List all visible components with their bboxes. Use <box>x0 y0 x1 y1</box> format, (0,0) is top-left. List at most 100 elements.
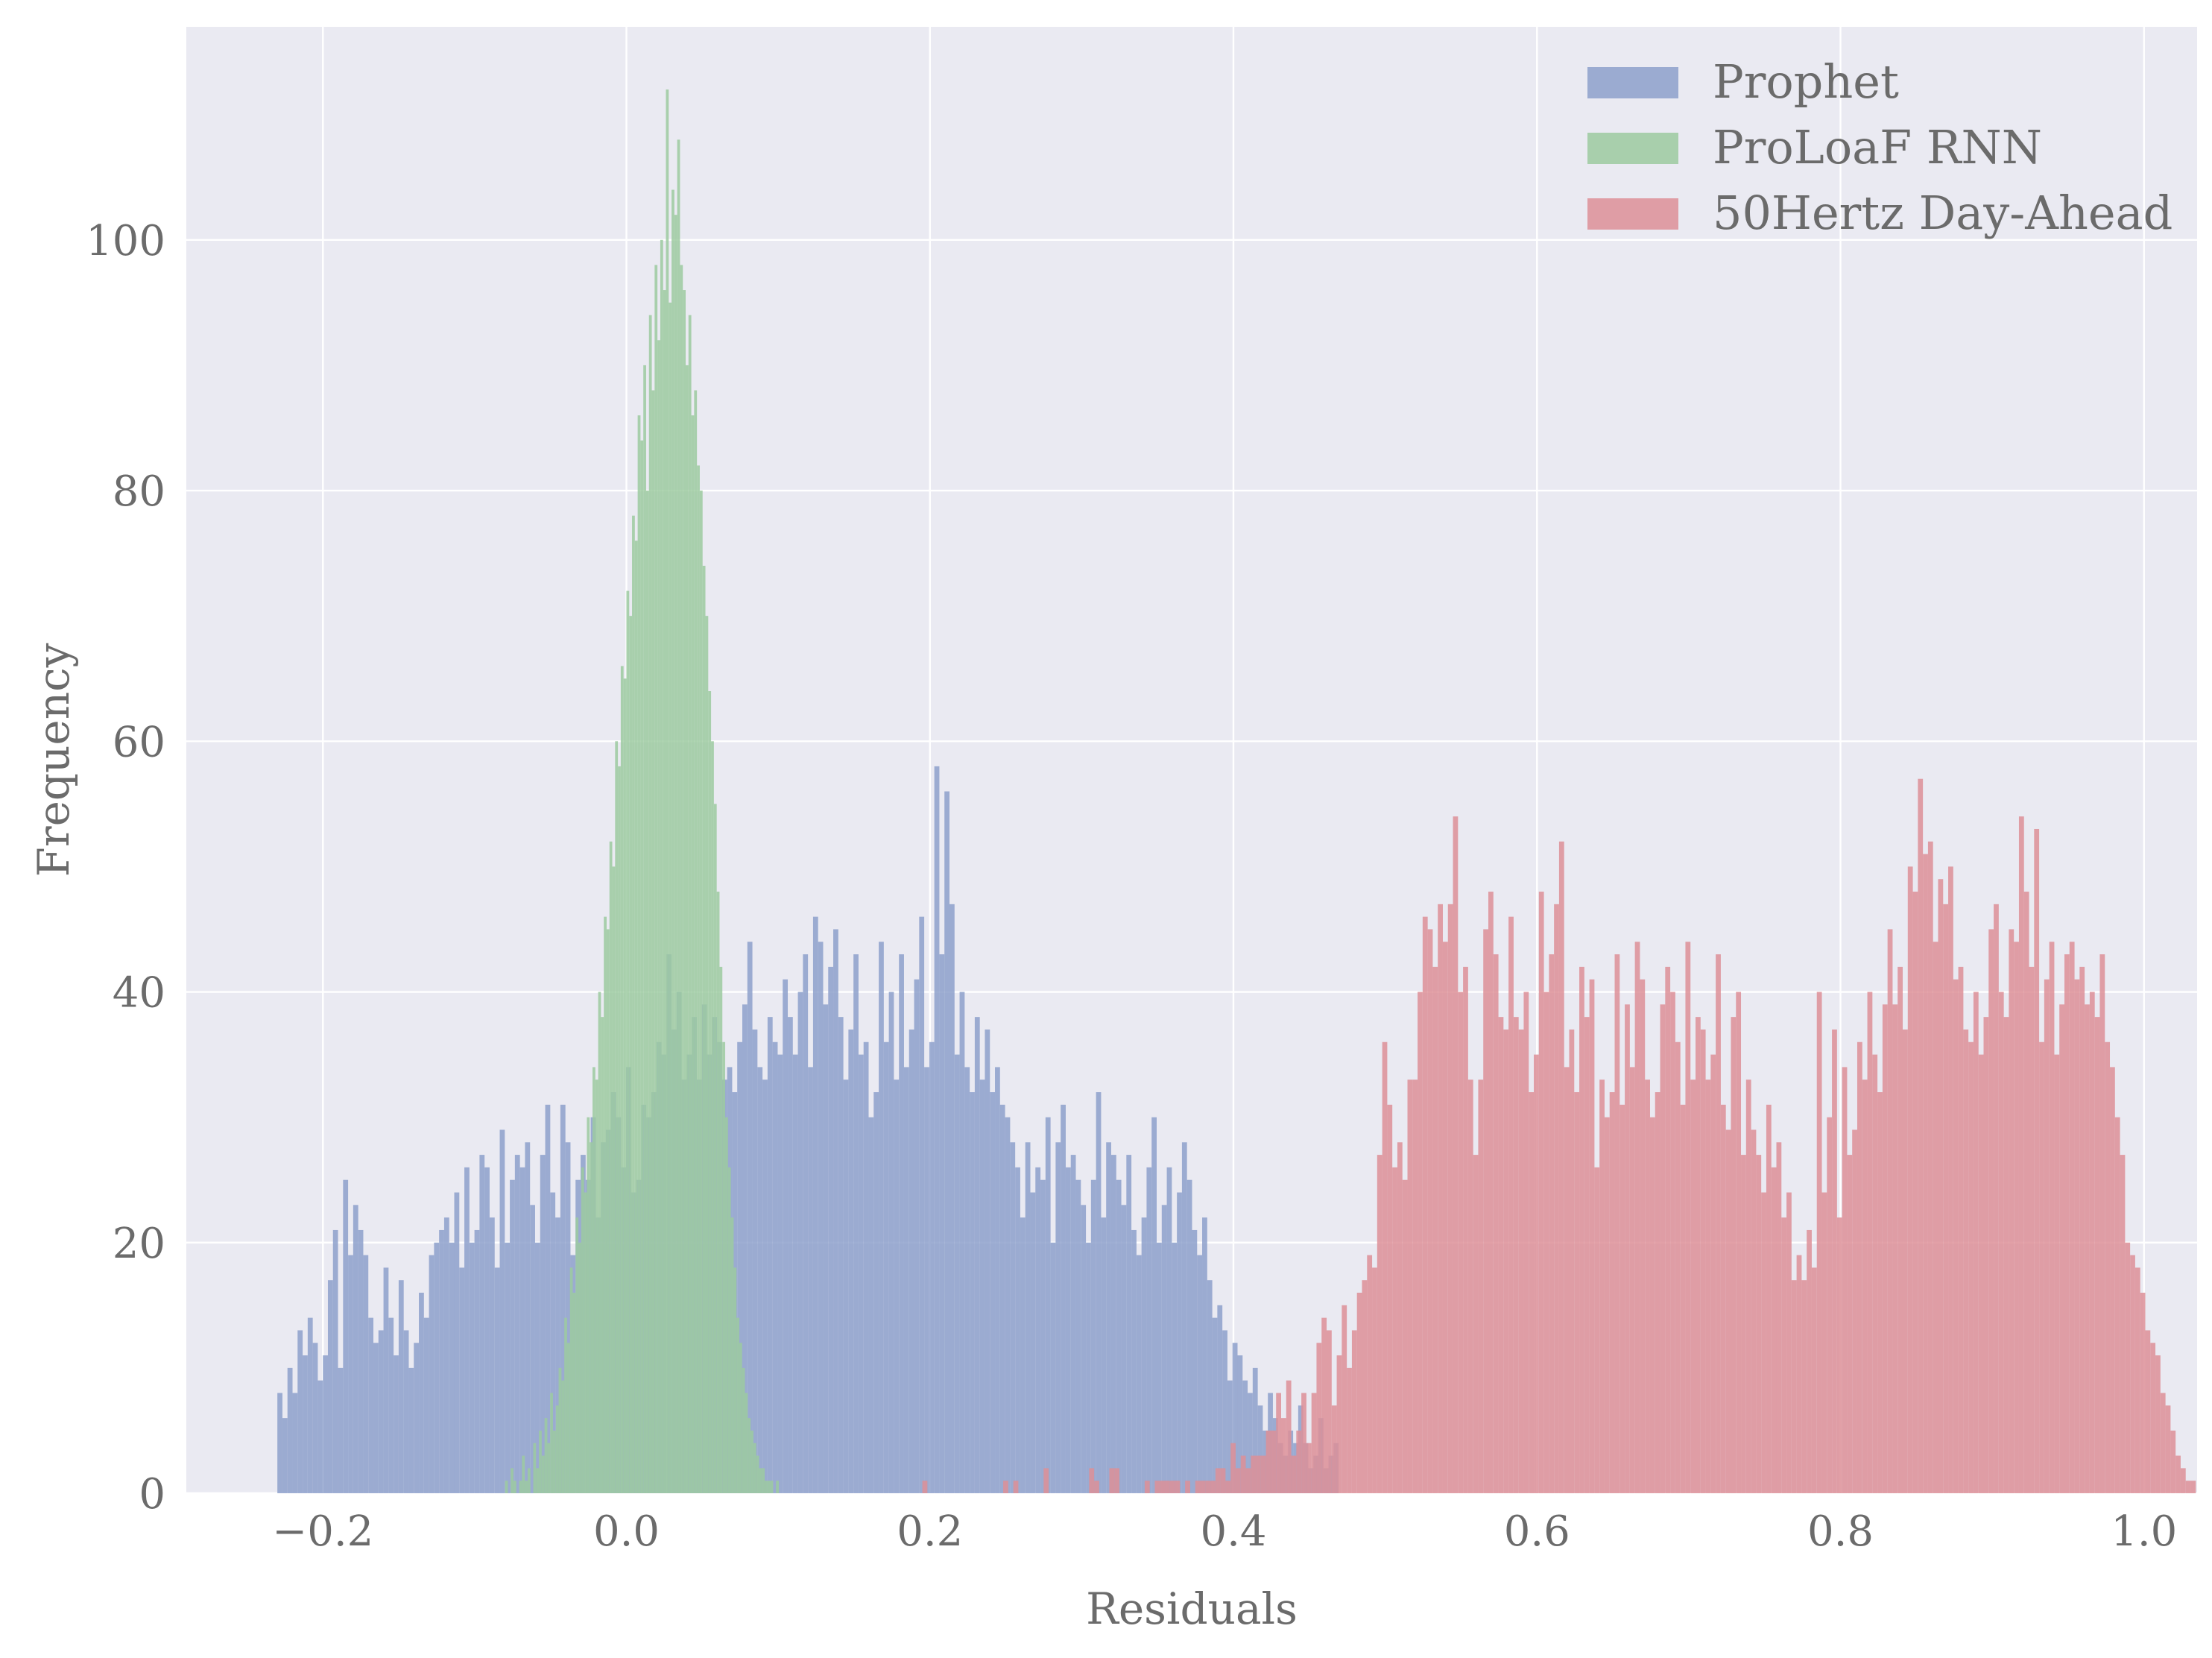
bar-2-173 <box>1796 1255 1802 1493</box>
bar-2-178 <box>1821 1192 1827 1493</box>
bar-2-229 <box>2079 966 2085 1493</box>
bar-0-140 <box>985 1029 990 1493</box>
bar-0-167 <box>1121 1205 1127 1493</box>
bar-2-211 <box>1988 929 1994 1493</box>
bar-1-7 <box>525 1481 528 1493</box>
bar-0-91 <box>737 1041 742 1493</box>
bar-2-179 <box>1827 1117 1833 1493</box>
bar-2-114 <box>1498 1017 1504 1493</box>
bar-1-27 <box>581 1167 584 1493</box>
bar-1-82 <box>736 1317 739 1493</box>
bar-2-60 <box>1225 1481 1231 1493</box>
bar-2-145 <box>1655 1092 1660 1493</box>
bar-2-223 <box>2049 942 2055 1493</box>
bar-2-102 <box>1438 904 1443 1493</box>
bar-2-226 <box>2064 954 2070 1493</box>
bar-0-26 <box>408 1367 414 1493</box>
y-tick-label-2: 40 <box>113 969 165 1018</box>
bar-2-111 <box>1483 929 1489 1493</box>
bar-1-32 <box>595 1079 598 1493</box>
bar-0-48 <box>519 1167 525 1493</box>
bar-0-42 <box>489 1217 495 1493</box>
bar-1-53 <box>654 265 658 1493</box>
bar-2-127 <box>1564 1067 1570 1493</box>
bar-0-94 <box>752 1029 758 1493</box>
bar-2-18 <box>1013 1481 1019 1493</box>
bar-0-130 <box>934 766 940 1493</box>
bar-1-63 <box>683 290 686 1493</box>
bar-0-2 <box>287 1367 293 1493</box>
bar-1-71 <box>705 616 709 1494</box>
bar-2-235 <box>2110 1067 2115 1493</box>
bar-2-44 <box>1144 1481 1150 1493</box>
bar-0-132 <box>944 791 949 1493</box>
bar-0-34 <box>449 1242 455 1493</box>
bar-2-197 <box>1918 778 1924 1493</box>
bar-0-152 <box>1045 1117 1051 1493</box>
bar-2-135 <box>1604 1117 1610 1493</box>
bar-1-64 <box>685 365 689 1493</box>
bar-1-47 <box>637 415 641 1494</box>
bar-1-70 <box>702 565 706 1493</box>
legend-swatch-1 <box>1587 133 1678 164</box>
bar-2-91 <box>1382 1041 1388 1493</box>
bar-0-159 <box>1081 1205 1087 1493</box>
bar-2-106 <box>1458 992 1464 1493</box>
bar-2-170 <box>1781 1217 1787 1493</box>
bar-2-117 <box>1513 1017 1519 1493</box>
bar-0-158 <box>1075 1179 1081 1493</box>
bar-2-88 <box>1367 1255 1373 1493</box>
bar-2-184 <box>1852 1129 1857 1493</box>
bar-2-174 <box>1801 1280 1807 1493</box>
bar-2-187 <box>1867 992 1873 1493</box>
bar-1-87 <box>750 1430 753 1493</box>
bar-0-193 <box>1252 1367 1258 1493</box>
bar-1-8 <box>527 1468 531 1493</box>
bar-1-38 <box>612 866 616 1493</box>
bar-1-52 <box>651 390 655 1493</box>
bar-2-99 <box>1422 916 1428 1493</box>
bar-2-165 <box>1756 1155 1762 1493</box>
bar-1-13 <box>541 1455 545 1493</box>
bar-0-143 <box>999 1104 1005 1493</box>
bar-2-0 <box>922 1481 928 1493</box>
bar-1-36 <box>606 929 610 1493</box>
bar-0-10 <box>327 1280 333 1493</box>
bar-2-232 <box>2094 1017 2100 1493</box>
bar-2-249 <box>2180 1468 2186 1493</box>
bar-0-25 <box>403 1330 409 1493</box>
bar-2-118 <box>1518 1029 1524 1493</box>
bar-1-56 <box>663 290 666 1493</box>
bar-2-47 <box>1160 1481 1166 1493</box>
bar-0-133 <box>949 904 955 1493</box>
bar-1-30 <box>590 1142 593 1493</box>
bar-2-48 <box>1165 1481 1170 1493</box>
bar-0-175 <box>1161 1205 1167 1493</box>
bar-2-202 <box>1943 904 1949 1493</box>
bar-2-151 <box>1685 942 1691 1493</box>
bar-2-247 <box>2170 1430 2176 1493</box>
bar-0-177 <box>1172 1242 1178 1493</box>
bar-0-50 <box>530 1205 535 1493</box>
bar-0-29 <box>423 1317 429 1493</box>
bar-0-35 <box>454 1192 460 1493</box>
bar-2-122 <box>1538 892 1544 1493</box>
bar-0-19 <box>373 1343 379 1493</box>
bar-2-231 <box>2089 992 2095 1493</box>
x-tick-label-5: 0.8 <box>1807 1507 1874 1556</box>
bar-0-164 <box>1106 1142 1111 1493</box>
bar-2-110 <box>1478 1079 1484 1493</box>
bar-1-20 <box>561 1380 565 1493</box>
bar-2-77 <box>1311 1393 1317 1493</box>
bar-2-96 <box>1407 1079 1413 1493</box>
bar-0-186 <box>1217 1305 1223 1493</box>
bar-0-179 <box>1181 1142 1187 1493</box>
bar-0-23 <box>394 1355 399 1493</box>
bar-2-216 <box>2014 942 2019 1493</box>
bar-2-160 <box>1731 1017 1737 1493</box>
bar-0-118 <box>873 1092 879 1493</box>
bar-2-38 <box>1114 1468 1120 1493</box>
bar-0-6 <box>307 1317 313 1493</box>
bar-1-72 <box>708 691 712 1493</box>
bar-0-185 <box>1212 1317 1218 1493</box>
